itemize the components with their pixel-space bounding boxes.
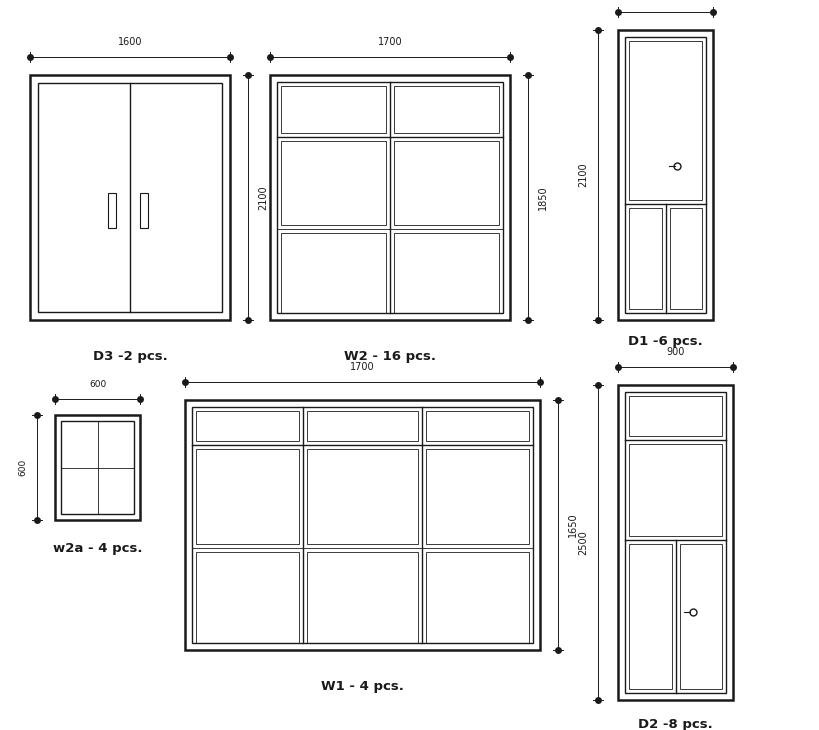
Bar <box>281 86 386 133</box>
Bar <box>192 407 533 643</box>
Text: 2100: 2100 <box>578 163 588 188</box>
Bar <box>394 232 499 313</box>
Bar <box>277 82 503 313</box>
Bar <box>140 193 148 228</box>
Bar <box>629 208 662 309</box>
Bar <box>196 449 299 544</box>
Bar <box>108 193 116 228</box>
Bar <box>196 551 299 643</box>
Text: 1700: 1700 <box>351 362 375 372</box>
Bar <box>426 551 529 643</box>
Bar <box>394 141 499 225</box>
Text: 900: 900 <box>667 347 685 357</box>
Bar <box>629 396 722 436</box>
Bar <box>270 75 510 320</box>
Bar <box>30 75 230 320</box>
Text: 2100: 2100 <box>258 185 268 210</box>
Bar <box>185 400 540 650</box>
Text: W2 - 16 pcs.: W2 - 16 pcs. <box>344 350 436 363</box>
Bar <box>307 551 418 643</box>
Bar <box>307 449 418 544</box>
Text: 1600: 1600 <box>118 37 143 47</box>
Bar <box>307 411 418 441</box>
Text: 1850: 1850 <box>538 185 548 210</box>
Text: 1700: 1700 <box>378 37 402 47</box>
Bar <box>38 83 222 312</box>
Text: 600: 600 <box>89 380 106 389</box>
Text: 760: 760 <box>656 0 675 2</box>
Text: 2500: 2500 <box>578 530 588 555</box>
Bar <box>669 208 702 309</box>
Text: 1650: 1650 <box>568 512 578 537</box>
Bar <box>618 30 713 320</box>
Bar <box>629 544 672 689</box>
Bar <box>618 385 733 700</box>
Bar <box>394 86 499 133</box>
Bar <box>426 449 529 544</box>
Bar <box>426 411 529 441</box>
Text: W1 - 4 pcs.: W1 - 4 pcs. <box>321 680 404 693</box>
Text: 600: 600 <box>18 459 27 476</box>
Text: D1 -6 pcs.: D1 -6 pcs. <box>628 335 703 348</box>
Bar <box>629 41 702 200</box>
Text: D2 -8 pcs.: D2 -8 pcs. <box>638 718 713 730</box>
Bar <box>629 444 722 536</box>
Bar <box>625 37 706 313</box>
Bar <box>625 392 726 693</box>
Bar <box>281 141 386 225</box>
Bar <box>61 421 134 514</box>
Text: w2a - 4 pcs.: w2a - 4 pcs. <box>52 542 143 555</box>
Bar <box>281 232 386 313</box>
Bar <box>680 544 722 689</box>
Bar <box>196 411 299 441</box>
Bar <box>55 415 140 520</box>
Text: D3 -2 pcs.: D3 -2 pcs. <box>93 350 167 363</box>
